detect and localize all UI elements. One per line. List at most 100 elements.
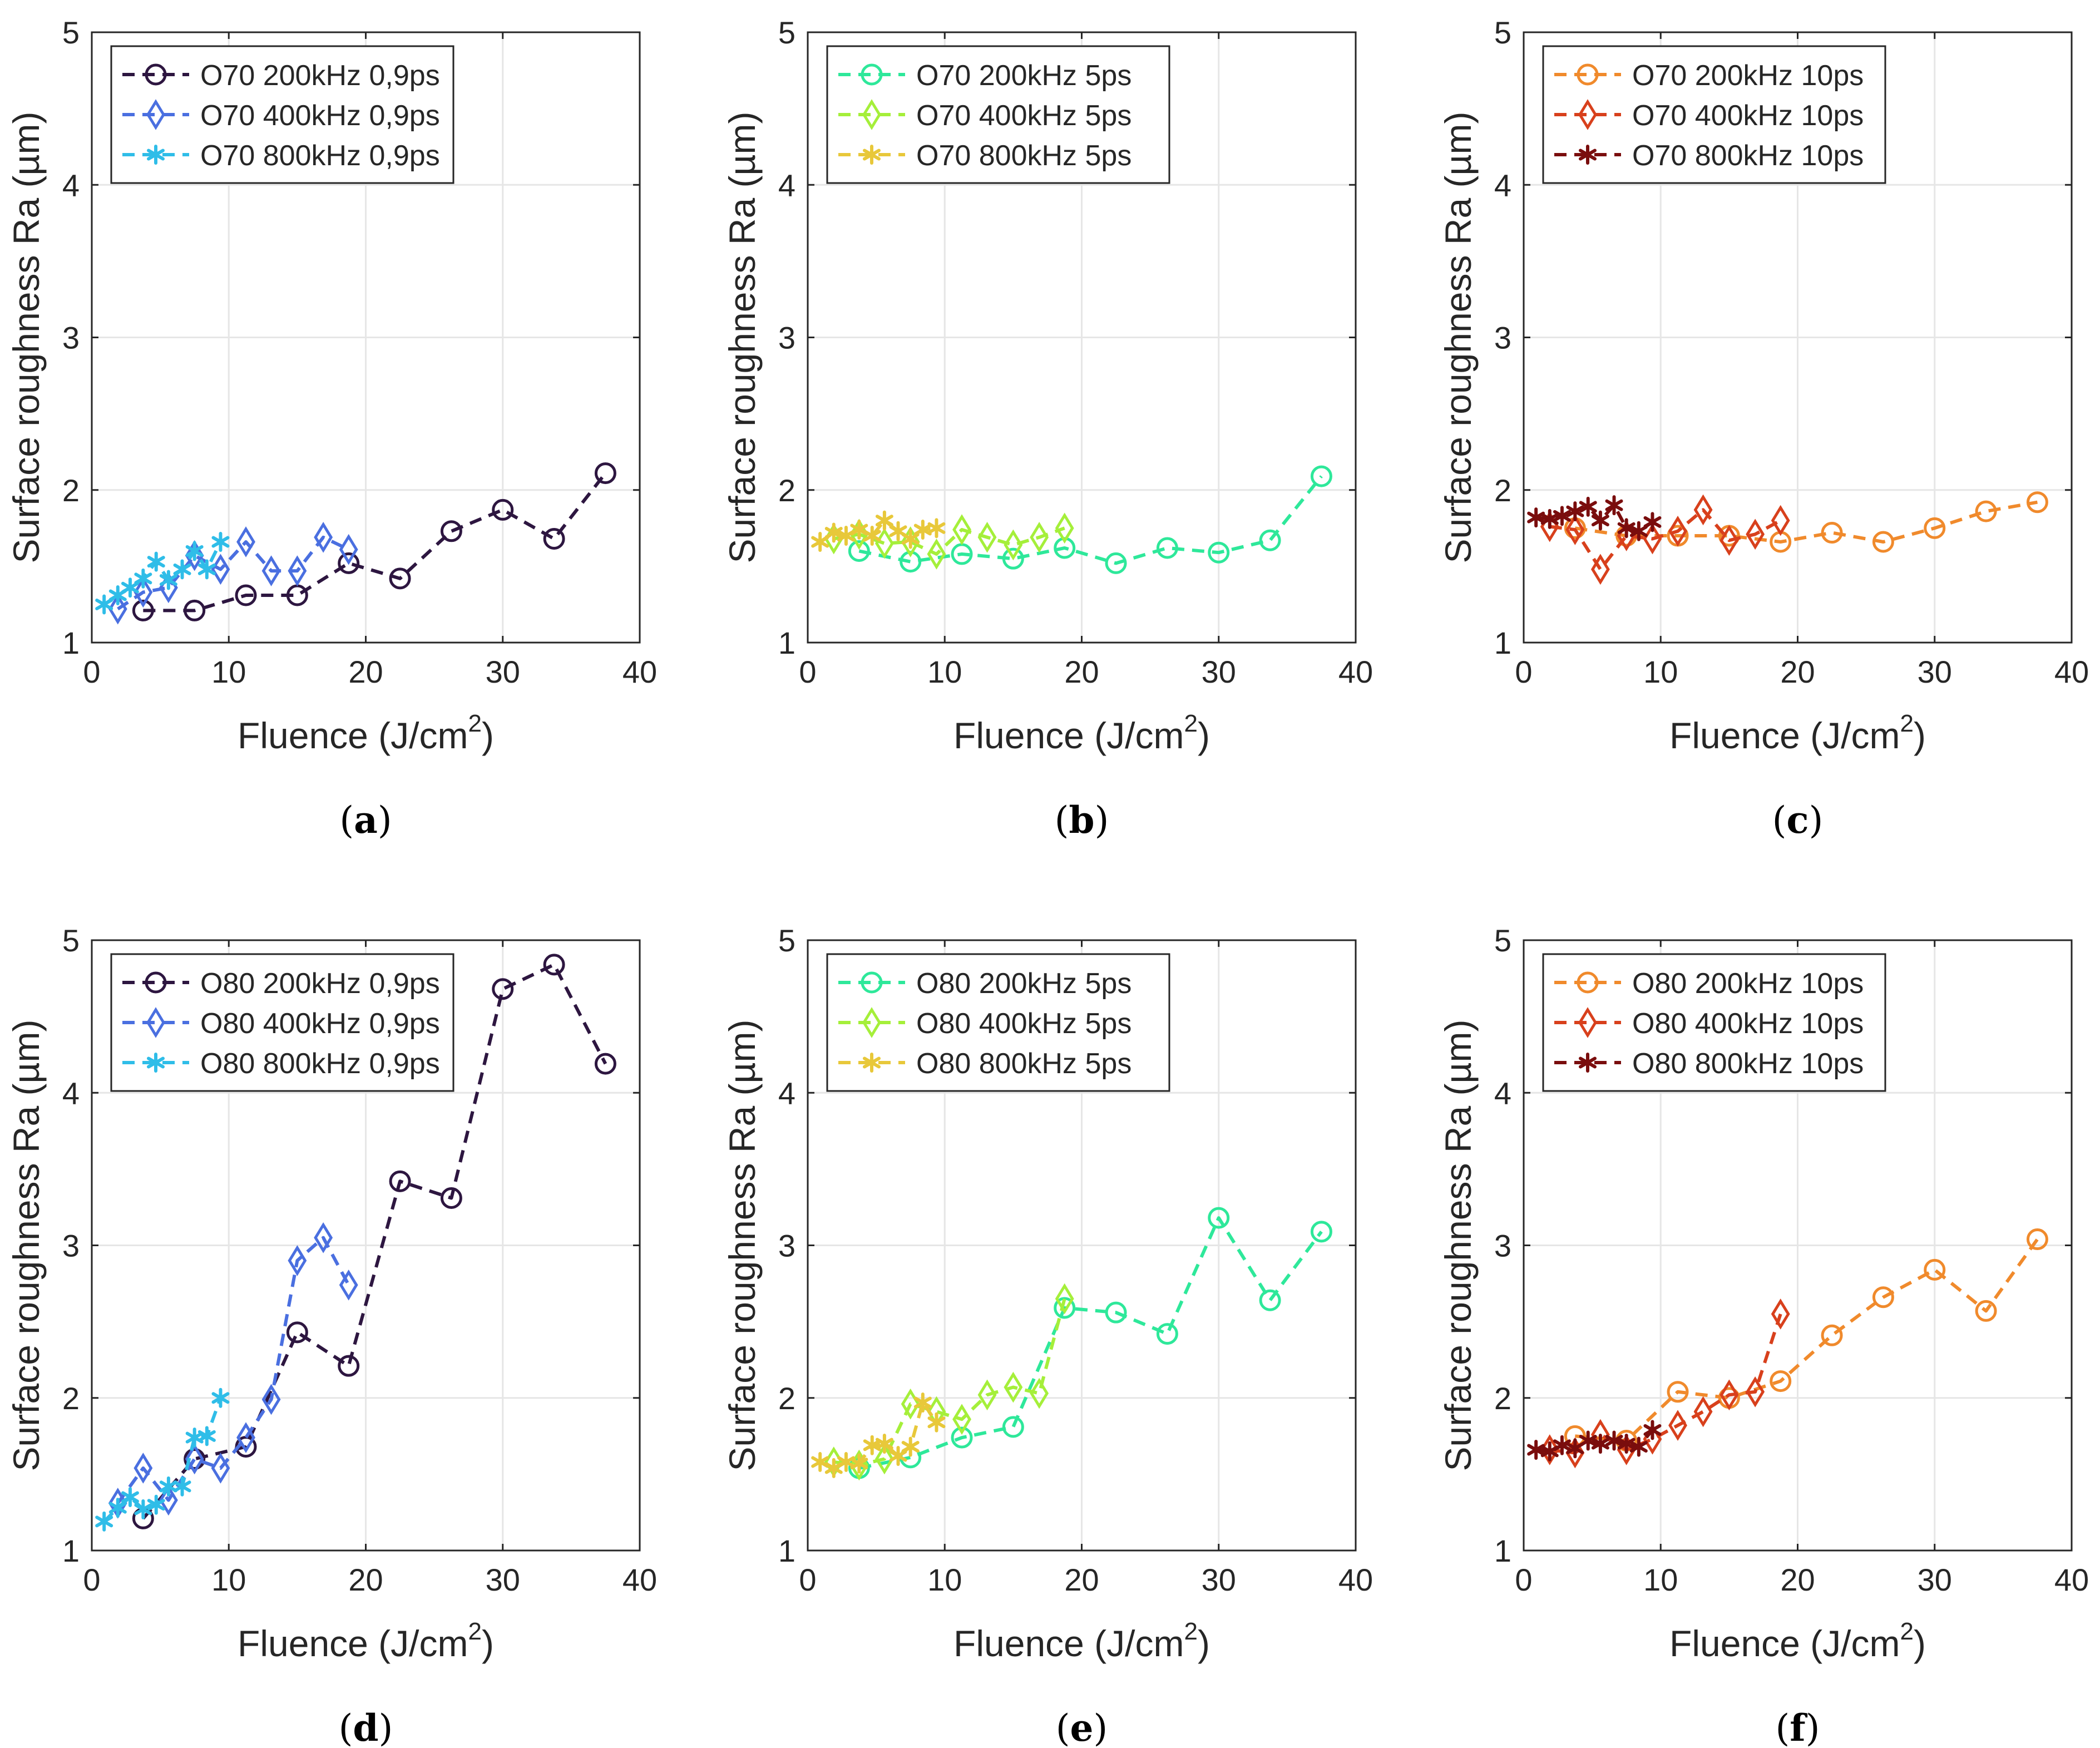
data-point — [848, 540, 870, 562]
data-point — [1821, 1324, 1843, 1346]
series-group — [1527, 491, 2048, 585]
data-point — [1821, 522, 1843, 544]
data-point — [594, 462, 616, 485]
data-point — [147, 551, 165, 572]
data-point — [339, 534, 358, 565]
data-point — [1746, 519, 1765, 550]
data-point — [1565, 514, 1585, 545]
y-axis-label: Surface roughness Ra (µm) — [1437, 1019, 1479, 1471]
x-tick-label: 30 — [1918, 1562, 1952, 1597]
y-tick-label: 2 — [1494, 1381, 1511, 1416]
x-tick-label: 30 — [1202, 1562, 1236, 1597]
y-tick-label: 2 — [62, 1381, 80, 1416]
data-point — [108, 1498, 127, 1518]
legend-marker — [861, 971, 883, 994]
y-tick-label: 4 — [778, 167, 795, 203]
data-point — [185, 540, 204, 571]
series-line — [142, 962, 607, 1520]
data-point — [2026, 1228, 2048, 1251]
data-point — [1105, 1301, 1127, 1324]
data-point — [1105, 552, 1127, 574]
x-tick-label: 0 — [799, 654, 816, 689]
data-point — [1208, 541, 1230, 564]
series-group — [1527, 1228, 2048, 1469]
legend-item: O70 800kHz 10ps — [1554, 140, 1864, 172]
series-line — [116, 1236, 350, 1504]
legend-item: O70 800kHz 0,9ps — [122, 140, 440, 172]
data-point — [1579, 1430, 1597, 1451]
data-point — [1156, 537, 1178, 559]
data-point — [314, 1222, 333, 1253]
x-tick-label: 40 — [2054, 1562, 2089, 1597]
series-line — [858, 1216, 1323, 1470]
legend-label: O80 400kHz 5ps — [916, 1008, 1131, 1040]
data-point — [1590, 554, 1610, 585]
data-point — [1771, 1298, 1790, 1330]
data-point — [95, 1511, 113, 1532]
data-point — [811, 531, 829, 552]
data-point — [159, 570, 177, 590]
data-point — [1872, 1286, 1894, 1308]
y-tick-label: 5 — [1494, 923, 1511, 958]
data-point — [927, 539, 946, 570]
data-point — [338, 552, 360, 574]
legend: O70 200kHz 5ps O70 400kHz 5ps O70 800kHz 5… — [826, 45, 1170, 184]
legend-item: O70 400kHz 5ps — [838, 99, 1131, 132]
data-point — [1605, 1430, 1623, 1451]
series-circle — [1564, 491, 2048, 553]
y-tick-label: 2 — [778, 1381, 795, 1416]
legend-item: O80 800kHz 5ps — [838, 1048, 1131, 1080]
data-point — [1030, 1377, 1049, 1409]
x-tick-label: 20 — [348, 654, 383, 689]
y-tick-label: 5 — [778, 923, 795, 958]
legend-item: O80 800kHz 10ps — [1554, 1048, 1864, 1080]
legend-label: O80 200kHz 5ps — [916, 967, 1131, 1000]
data-point — [889, 1445, 907, 1466]
data-point — [261, 1384, 281, 1415]
x-tick-label: 10 — [211, 1562, 246, 1597]
data-point — [211, 1387, 230, 1408]
data-point — [121, 577, 139, 598]
data-point — [977, 1379, 997, 1411]
data-point — [1156, 1323, 1178, 1345]
x-tick-label: 20 — [1780, 654, 1815, 689]
data-point — [184, 599, 206, 621]
data-point — [121, 1487, 139, 1508]
y-tick-label: 5 — [62, 15, 80, 50]
chart-panel-a: 0 10 20 30 40 1 2 3 4 5 Fluence (J/cm2) Surface rou… — [6, 15, 657, 842]
chart-panel-e: 0 10 20 30 40 1 2 3 4 5 Fluence (J/cm2) Surface rou… — [722, 923, 1373, 1748]
data-point — [159, 1476, 177, 1497]
data-point — [901, 529, 920, 549]
data-point — [874, 1443, 894, 1475]
legend: O80 200kHz 5ps O80 400kHz 5ps O80 800kHz 5… — [826, 953, 1170, 1092]
data-point — [1719, 1379, 1739, 1411]
data-point — [288, 555, 307, 586]
data-point — [1617, 1434, 1635, 1454]
x-tick-label: 40 — [1338, 1562, 1373, 1597]
data-point — [811, 1451, 829, 1472]
chart-panel-f: 0 10 20 30 40 1 2 3 4 5 Fluence (J/cm2) Surface rou… — [1437, 923, 2089, 1748]
data-point — [235, 584, 257, 606]
legend-marker — [146, 99, 165, 130]
panel-caption: (f) — [1776, 1706, 1820, 1748]
data-point — [952, 1404, 971, 1435]
y-tick-label: 1 — [62, 625, 80, 660]
x-tick-label: 10 — [1643, 654, 1678, 689]
x-axis-label: Fluence (J/cm2) — [953, 710, 1210, 756]
data-point — [875, 1434, 893, 1454]
x-tick-label: 10 — [927, 654, 962, 689]
data-point — [492, 978, 514, 1000]
legend-label: O70 400kHz 10ps — [1632, 100, 1864, 132]
data-point — [1643, 512, 1662, 532]
legend-label: O70 200kHz 0,9ps — [200, 60, 440, 92]
data-point — [1668, 515, 1687, 547]
legend-item: O70 200kHz 0,9ps — [122, 60, 440, 92]
data-point — [1872, 531, 1894, 553]
data-point — [211, 531, 230, 552]
data-point — [236, 1422, 255, 1453]
data-point — [440, 1187, 462, 1209]
x-tick-label: 30 — [1918, 654, 1952, 689]
data-point — [1208, 1207, 1230, 1229]
legend-label: O80 400kHz 10ps — [1632, 1008, 1864, 1040]
y-axis-label: Surface roughness Ra (µm) — [722, 1019, 763, 1471]
